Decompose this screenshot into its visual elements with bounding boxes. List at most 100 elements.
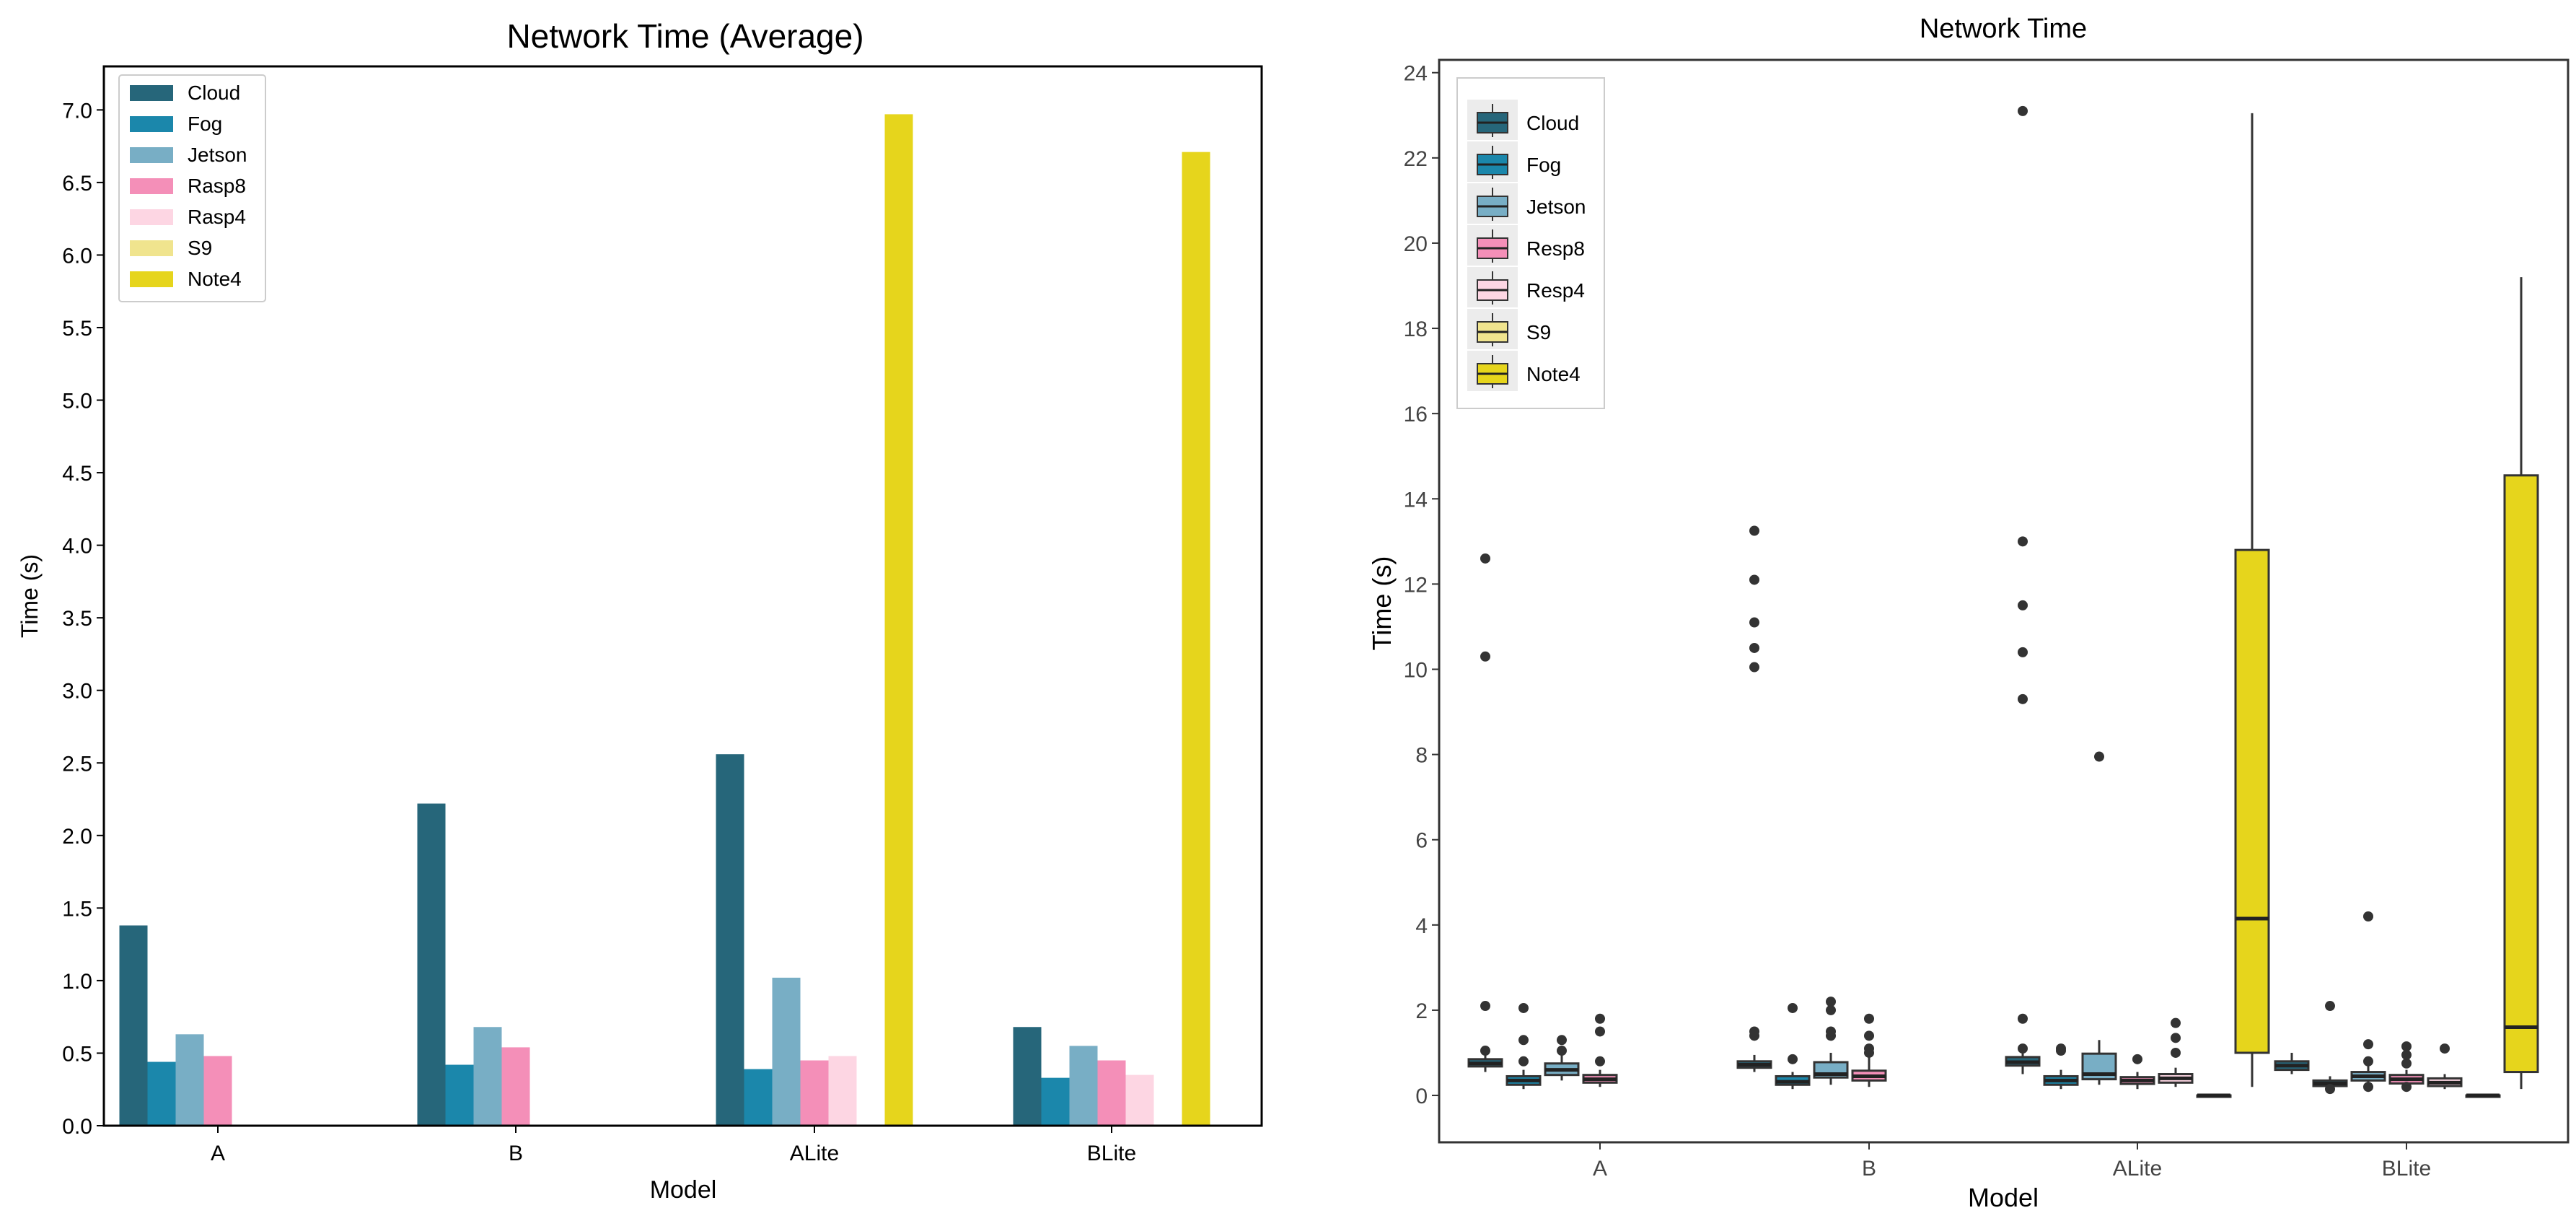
left-bars-group bbox=[119, 114, 1210, 1126]
bar-rasp8-a bbox=[203, 1056, 232, 1126]
y-tick-label: 8 bbox=[1415, 744, 1428, 768]
bar-rasp4-blite bbox=[1125, 1074, 1154, 1126]
left-chart-title: Network Time (Average) bbox=[506, 17, 863, 55]
legend-label-jetson: Jetson bbox=[1526, 196, 1586, 218]
left-legend: Cloud Fog Jetson Rasp8 Rasp4 S9 Note4 bbox=[118, 74, 266, 302]
outlier-fog-blite bbox=[2325, 1084, 2335, 1095]
left-plot-frame bbox=[102, 65, 1263, 1127]
y-tick-label: 10 bbox=[1404, 658, 1428, 682]
y-tick-label: 0.0 bbox=[62, 1115, 92, 1139]
y-tick-label: 4.5 bbox=[62, 462, 92, 486]
outlier-jetson-blite bbox=[2363, 1082, 2373, 1093]
legend-label-resp8: Resp8 bbox=[1526, 237, 1585, 260]
y-tick-label: 12 bbox=[1404, 573, 1428, 597]
outlier-fog-a bbox=[1518, 1035, 1529, 1046]
outlier-jetson-alite bbox=[2094, 751, 2104, 762]
y-tick-label: 1.5 bbox=[62, 897, 92, 921]
legend-label-fog: Fog bbox=[1526, 154, 1561, 176]
y-tick-label: 20 bbox=[1404, 232, 1428, 256]
outlier-jetson-a bbox=[1557, 1035, 1567, 1046]
outlier-cloud-b bbox=[1749, 642, 1759, 653]
outlier-cloud-alite bbox=[2018, 647, 2028, 657]
left-bar-chart: Network Time (Average) 0.0 0.5 1.0 1.5 2.0 2.… bbox=[17, 17, 1263, 1204]
legend-label-rasp8: Rasp8 bbox=[188, 175, 246, 197]
x-tick-label: BLite bbox=[2382, 1157, 2431, 1181]
right-y-axis-label: Time (s) bbox=[1367, 556, 1397, 651]
bar-jetson-a bbox=[175, 1034, 204, 1126]
x-tick-label: B bbox=[1862, 1157, 1876, 1181]
outlier-cloud-b bbox=[1749, 525, 1759, 536]
outlier-cloud-b bbox=[1749, 617, 1759, 628]
bar-jetson-alite bbox=[772, 977, 801, 1126]
outlier-jetson-b bbox=[1826, 1026, 1836, 1037]
outlier-resp4-blite bbox=[2440, 1043, 2450, 1054]
right-plot-frame bbox=[1438, 58, 2570, 1144]
legend-swatch-note4 bbox=[130, 271, 173, 287]
outlier-resp4-alite bbox=[2171, 1047, 2181, 1058]
legend-swatch-fog bbox=[130, 116, 173, 132]
outlier-resp8-a bbox=[1595, 1056, 1605, 1067]
y-tick-label: 6.5 bbox=[62, 172, 92, 196]
outlier-resp4-alite bbox=[2171, 1017, 2181, 1028]
y-tick-label: 3.5 bbox=[62, 607, 92, 631]
x-tick-label: BLite bbox=[1087, 1142, 1136, 1165]
outlier-jetson-blite bbox=[2363, 1056, 2373, 1067]
outlier-cloud-a bbox=[1480, 1046, 1490, 1056]
outlier-cloud-b bbox=[1749, 1026, 1759, 1037]
outlier-resp8-a bbox=[1595, 1013, 1605, 1024]
outlier-cloud-alite bbox=[2018, 693, 2028, 704]
bar-fog-blite bbox=[1041, 1077, 1070, 1126]
outlier-resp8-blite bbox=[2401, 1049, 2412, 1060]
y-tick-label: 5.5 bbox=[62, 317, 92, 341]
right-boxes-group bbox=[1467, 105, 2539, 1098]
y-tick-label: 7.0 bbox=[62, 99, 92, 123]
y-tick-label: 22 bbox=[1404, 147, 1428, 171]
y-tick-label: 4 bbox=[1415, 914, 1428, 938]
outlier-cloud-a bbox=[1480, 1001, 1490, 1012]
y-tick-label: 6 bbox=[1415, 829, 1428, 853]
box-note4-alite bbox=[2234, 548, 2270, 1054]
outlier-cloud-b bbox=[1749, 662, 1759, 673]
right-legend: Cloud Fog Jetson Resp8 Resp4 S9 Note4 bbox=[1456, 77, 1605, 409]
bar-fog-a bbox=[147, 1061, 176, 1126]
outlier-cloud-alite bbox=[2018, 1013, 2028, 1024]
left-y-axis-label: Time (s) bbox=[17, 554, 43, 638]
y-tick-label: 5.0 bbox=[62, 390, 92, 413]
bar-rasp8-b bbox=[501, 1047, 530, 1126]
y-tick-label: 2.5 bbox=[62, 752, 92, 776]
outlier-resp8-b bbox=[1864, 1013, 1874, 1024]
legend-label-s9: S9 bbox=[188, 237, 212, 259]
legend-label-s9: S9 bbox=[1526, 321, 1551, 343]
outlier-resp8-alite bbox=[2132, 1054, 2142, 1064]
outlier-resp8-b bbox=[1864, 1030, 1874, 1041]
outlier-resp8-blite bbox=[2401, 1041, 2412, 1052]
right-chart-title: Network Time bbox=[1920, 14, 2087, 44]
box-note4-blite bbox=[2503, 474, 2539, 1074]
legend-label-cloud: Cloud bbox=[1526, 112, 1579, 134]
y-tick-label: 2.0 bbox=[62, 825, 92, 849]
x-tick-label: ALite bbox=[2113, 1157, 2162, 1181]
bar-note4-alite bbox=[884, 114, 913, 1126]
right-x-axis-label: Model bbox=[1968, 1183, 2039, 1212]
outlier-cloud-alite bbox=[2018, 600, 2028, 610]
y-tick-label: 18 bbox=[1404, 318, 1428, 341]
legend-swatch-rasp4 bbox=[130, 209, 173, 225]
outlier-resp8-blite bbox=[2401, 1082, 2412, 1093]
y-tick-label: 1.0 bbox=[62, 970, 92, 994]
outlier-cloud-b bbox=[1749, 574, 1759, 585]
bar-jetson-b bbox=[473, 1027, 502, 1126]
legend-label-rasp4: Rasp4 bbox=[188, 206, 246, 228]
bar-jetson-blite bbox=[1069, 1046, 1098, 1126]
legend-label-jetson: Jetson bbox=[188, 144, 247, 166]
legend-label-note4: Note4 bbox=[188, 268, 242, 290]
left-x-axis: A B ALite BLite bbox=[211, 1126, 1136, 1165]
x-tick-label: ALite bbox=[790, 1142, 839, 1165]
outlier-fog-alite bbox=[2056, 1043, 2066, 1054]
y-tick-label: 3.0 bbox=[62, 680, 92, 704]
y-tick-label: 14 bbox=[1404, 488, 1428, 512]
bar-note4-blite bbox=[1182, 152, 1210, 1126]
y-tick-label: 4.0 bbox=[62, 535, 92, 559]
